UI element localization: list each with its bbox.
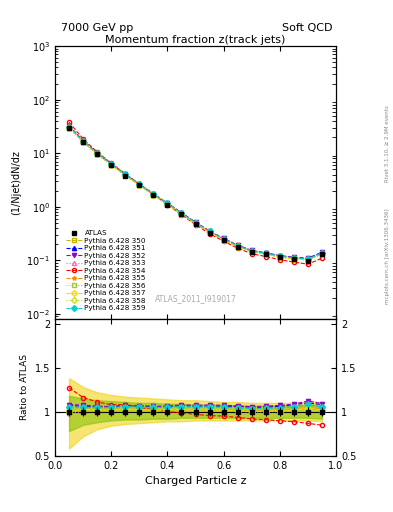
Legend: ATLAS, Pythia 6.428 350, Pythia 6.428 351, Pythia 6.428 352, Pythia 6.428 353, P: ATLAS, Pythia 6.428 350, Pythia 6.428 35… bbox=[64, 229, 147, 313]
Y-axis label: Ratio to ATLAS: Ratio to ATLAS bbox=[20, 354, 29, 420]
Text: Soft QCD: Soft QCD bbox=[282, 23, 332, 33]
Text: ATLAS_2011_I919017: ATLAS_2011_I919017 bbox=[154, 294, 237, 303]
Text: 7000 GeV pp: 7000 GeV pp bbox=[61, 23, 133, 33]
Title: Momentum fraction z(track jets): Momentum fraction z(track jets) bbox=[105, 35, 286, 45]
Text: Rivet 3.1.10, ≥ 2.9M events: Rivet 3.1.10, ≥ 2.9M events bbox=[385, 105, 390, 182]
X-axis label: Charged Particle z: Charged Particle z bbox=[145, 476, 246, 486]
Text: mcplots.cern.ch [arXiv:1306.3436]: mcplots.cern.ch [arXiv:1306.3436] bbox=[385, 208, 390, 304]
Y-axis label: (1/Njet)dN/dz: (1/Njet)dN/dz bbox=[11, 150, 21, 215]
